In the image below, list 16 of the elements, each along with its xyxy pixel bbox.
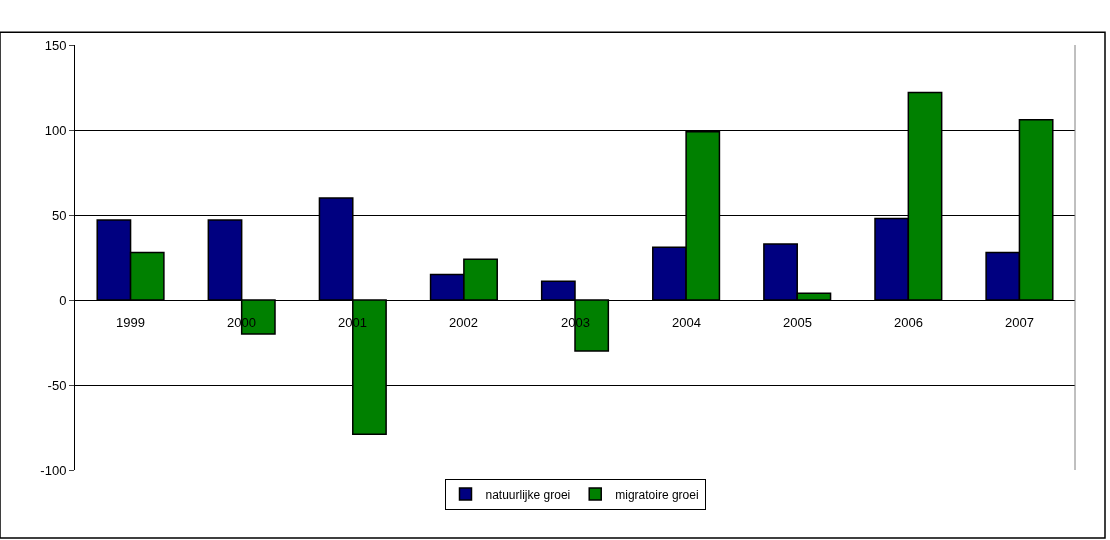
x-tick-label: 2007 [1005, 315, 1034, 330]
y-tick-label: 0 [59, 292, 67, 308]
y-tick-label: 100 [44, 122, 67, 138]
x-tick-label: 2001 [338, 315, 367, 330]
x-tick-label: 2006 [894, 315, 923, 330]
y-tick-label: -50 [47, 377, 67, 393]
legend-label: migratoire groei [615, 487, 699, 502]
x-tick-label: 2002 [449, 315, 478, 330]
x-tick-label: 2004 [672, 315, 701, 330]
x-tick-label: 2005 [783, 315, 812, 330]
y-tick-label: 150 [44, 37, 67, 53]
legend-label: natuurlijke groei [485, 487, 571, 502]
y-tick-label: 50 [51, 207, 67, 223]
x-tick-label: 2000 [227, 315, 256, 330]
x-tick-label: 1999 [116, 315, 145, 330]
y-tick-label: -100 [40, 462, 67, 478]
